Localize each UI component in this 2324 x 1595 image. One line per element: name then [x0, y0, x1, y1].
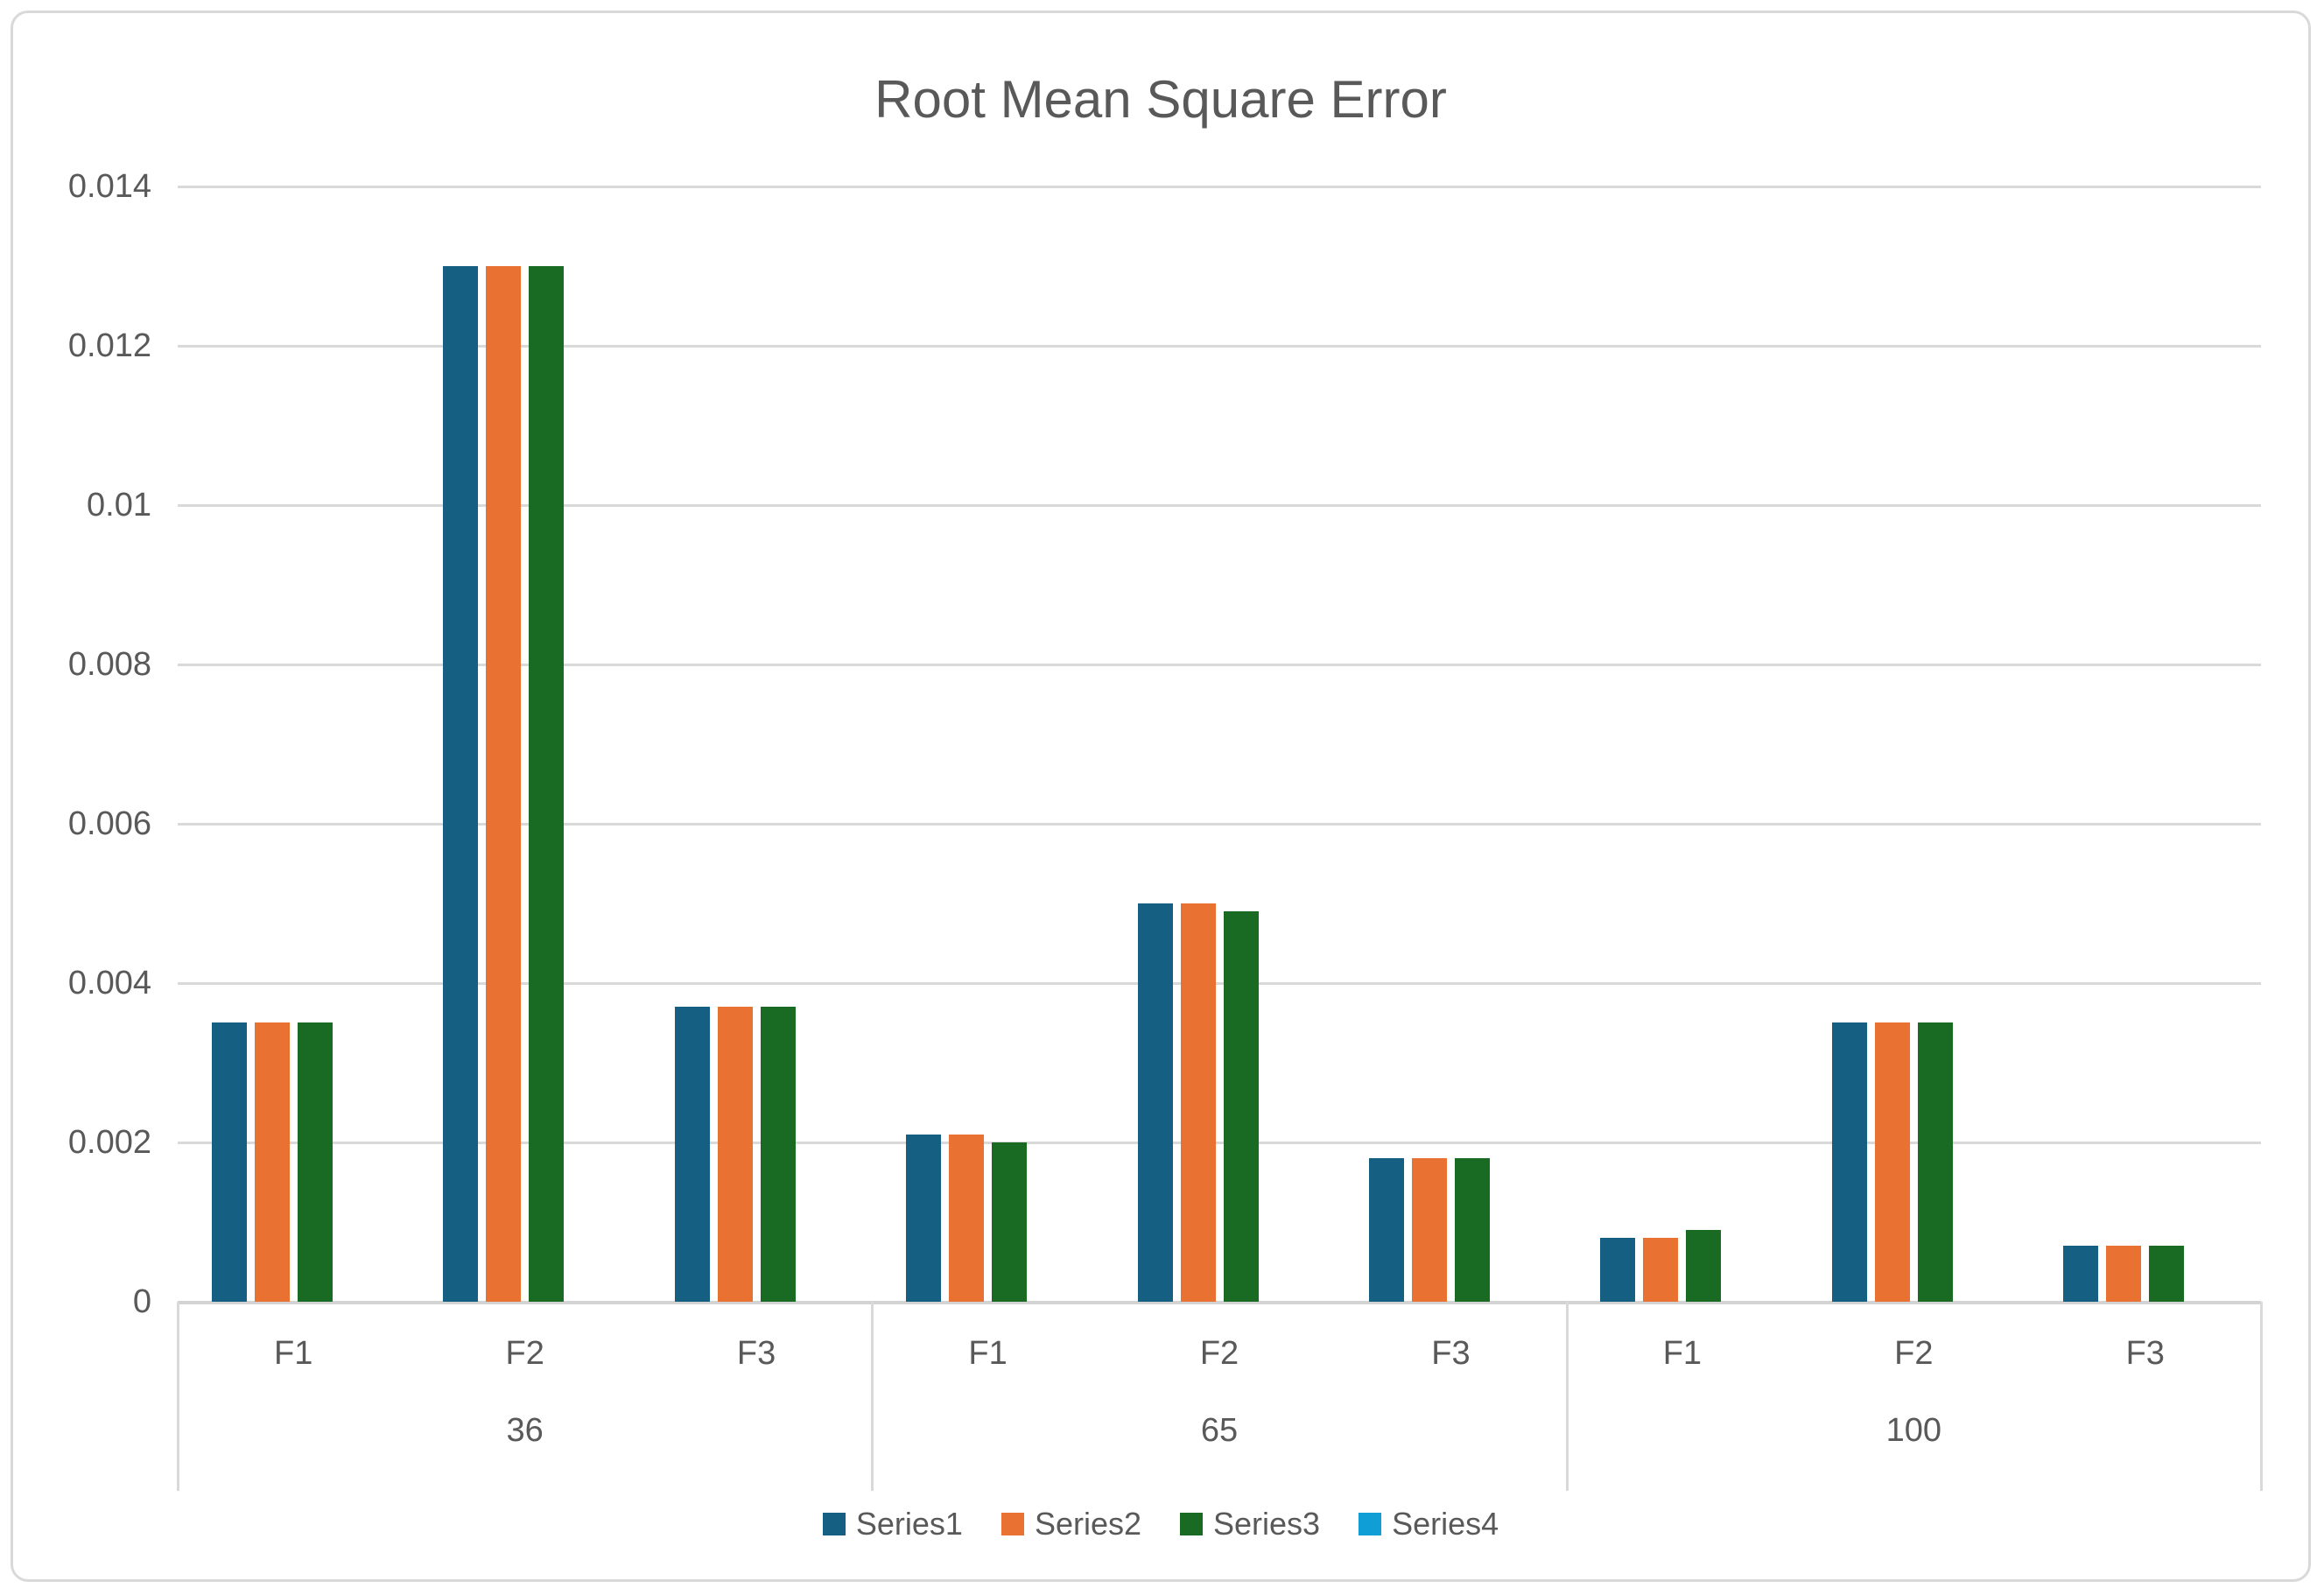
x-group-label-36: 36	[506, 1412, 544, 1449]
x-axis-line	[178, 1301, 2261, 1304]
bar-series3-100-f1[interactable]	[1686, 1230, 1721, 1302]
x-category-label-100-f2: F2	[1894, 1335, 1934, 1372]
axis-group-separator	[2260, 1302, 2263, 1491]
bar-series2-36-f1[interactable]	[255, 1022, 290, 1302]
gridline-0.002	[178, 1142, 2261, 1144]
y-axis-tick-label: 0.01	[87, 487, 151, 523]
bar-series3-36-f2[interactable]	[529, 266, 564, 1302]
legend-item-series2[interactable]: Series2	[1001, 1508, 1141, 1540]
bar-series2-100-f2[interactable]	[1875, 1022, 1910, 1302]
x-category-label-100-f1: F1	[1662, 1335, 1703, 1372]
bar-series2-100-f1[interactable]	[1643, 1238, 1678, 1302]
chart-frame: Root Mean Square Error 0.014 0.012 0.01 0.0…	[11, 11, 2311, 1582]
bar-series1-65-f3[interactable]	[1369, 1158, 1404, 1302]
bar-series1-36-f1[interactable]	[212, 1022, 247, 1302]
legend-item-series3[interactable]: Series3	[1180, 1508, 1320, 1540]
bar-series3-36-f3[interactable]	[761, 1007, 796, 1302]
y-axis-tick-label: 0.004	[67, 965, 151, 1001]
bar-series1-65-f2[interactable]	[1138, 903, 1173, 1302]
y-axis-tick-label: 0.002	[67, 1124, 151, 1161]
axis-group-separator	[177, 1302, 179, 1491]
x-category-label-36-f1: F1	[274, 1335, 313, 1372]
chart-title: Root Mean Square Error	[874, 70, 1447, 129]
y-axis-tick-label: 0.014	[67, 168, 151, 205]
x-group-label-100: 100	[1885, 1412, 1942, 1449]
x-category-label-100-f3: F3	[2125, 1335, 2165, 1372]
bar-series1-36-f3[interactable]	[675, 1007, 710, 1302]
legend: Series1 Series2 Series3 Series4	[13, 1502, 2308, 1546]
bar-series2-65-f3[interactable]	[1412, 1158, 1447, 1302]
gridline-0.012	[178, 345, 2261, 348]
x-category-label-65-f3: F3	[1431, 1335, 1471, 1372]
bar-series1-100-f2[interactable]	[1832, 1022, 1867, 1302]
axis-group-separator	[871, 1302, 874, 1491]
bar-series3-65-f3[interactable]	[1455, 1158, 1490, 1302]
bar-series1-65-f1[interactable]	[906, 1135, 941, 1302]
bar-series3-36-f1[interactable]	[298, 1022, 333, 1302]
gridline-0.014	[178, 186, 2261, 188]
y-axis-tick-label: 0.006	[67, 805, 151, 842]
legend-label-series2: Series2	[1034, 1506, 1141, 1542]
bar-series1-36-f2[interactable]	[443, 266, 478, 1302]
bar-series2-65-f2[interactable]	[1181, 903, 1216, 1302]
legend-marker-series4	[1359, 1513, 1382, 1535]
bar-series2-65-f1[interactable]	[949, 1135, 984, 1302]
legend-marker-series2	[1001, 1513, 1024, 1535]
bar-series2-36-f2[interactable]	[486, 266, 521, 1302]
bar-series1-100-f3[interactable]	[2063, 1246, 2098, 1302]
y-axis-tick-label: 0	[132, 1283, 151, 1320]
bar-series3-100-f3[interactable]	[2149, 1246, 2184, 1302]
bar-series3-65-f1[interactable]	[992, 1142, 1027, 1302]
x-group-label-65: 65	[1200, 1412, 1239, 1449]
bar-series2-36-f3[interactable]	[718, 1007, 753, 1302]
bar-series3-100-f2[interactable]	[1918, 1022, 1953, 1302]
x-category-label-65-f2: F2	[1199, 1335, 1239, 1372]
bar-series1-100-f1[interactable]	[1600, 1238, 1635, 1302]
axis-group-separator	[1566, 1302, 1569, 1491]
legend-marker-series1	[822, 1513, 846, 1535]
legend-marker-series3	[1180, 1513, 1203, 1535]
legend-item-series4[interactable]: Series4	[1359, 1508, 1499, 1540]
gridline-0.01	[178, 504, 2261, 507]
legend-label-series1: Series1	[855, 1506, 963, 1542]
gridline-0.008	[178, 664, 2261, 666]
legend-item-series1[interactable]: Series1	[822, 1506, 963, 1542]
bar-series3-65-f2[interactable]	[1224, 911, 1259, 1302]
legend-label-series3: Series3	[1213, 1506, 1321, 1542]
gridline-0.004	[178, 982, 2261, 985]
y-axis-tick-label: 0.012	[67, 327, 151, 364]
x-category-label-36-f2: F2	[505, 1335, 544, 1372]
x-category-label-36-f3: F3	[736, 1335, 776, 1372]
legend-label-series4: Series4	[1392, 1506, 1499, 1542]
gridline-0.006	[178, 823, 2261, 826]
bar-series2-100-f3[interactable]	[2106, 1246, 2141, 1302]
x-category-label-65-f1: F1	[968, 1335, 1008, 1372]
y-axis-tick-label: 0.008	[67, 646, 151, 683]
